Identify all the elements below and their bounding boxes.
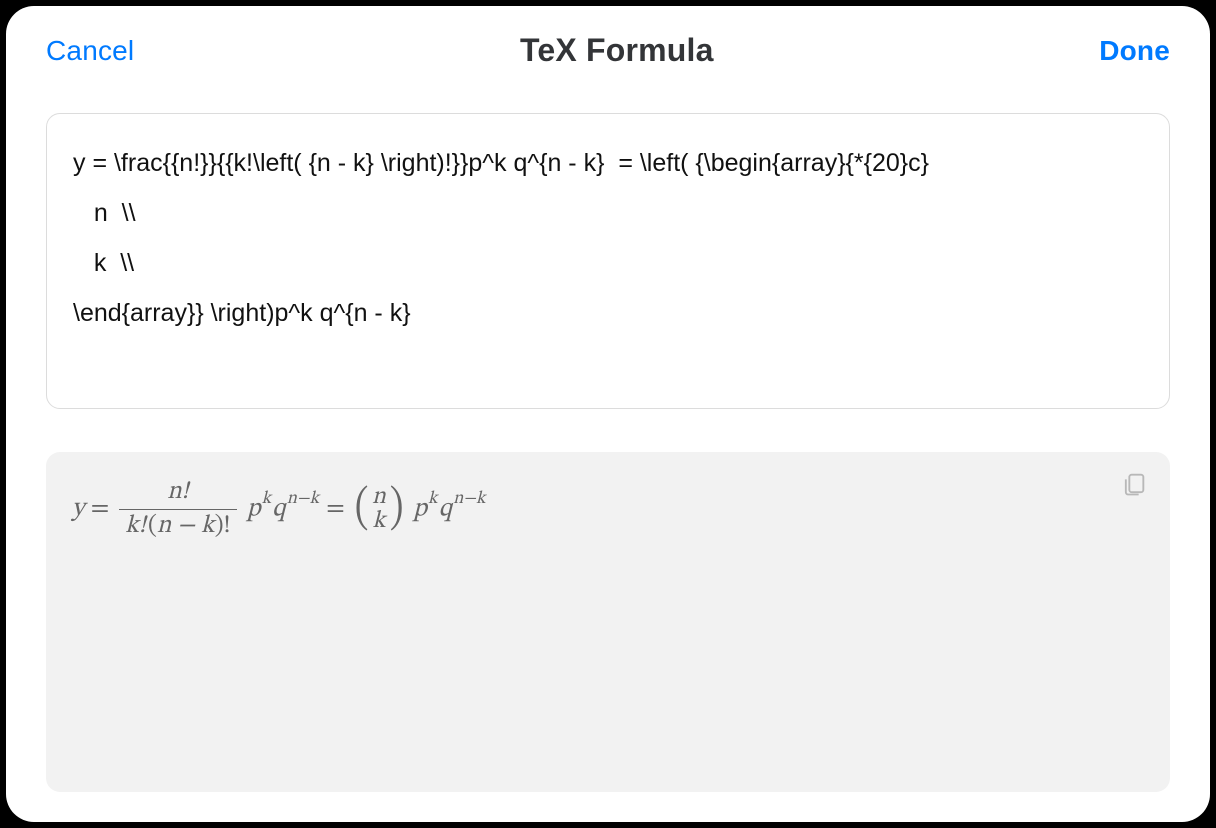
math-fraction: n! k!(n − k)! xyxy=(119,478,236,541)
math-binom-col: n k xyxy=(372,485,386,533)
math-frac-den: k!(n − k)! xyxy=(119,512,236,541)
math-binom-n: n xyxy=(372,485,386,509)
math-term-pk: pkqn−k xyxy=(247,492,321,527)
done-button[interactable]: Done xyxy=(1099,35,1170,67)
math-p: p xyxy=(247,497,261,523)
math-frac-num: n! xyxy=(161,478,194,507)
math-frac-bar xyxy=(119,509,236,510)
copy-icon[interactable] xyxy=(1120,470,1148,498)
math-binom-rparen: ) xyxy=(390,488,404,531)
tex-input-container xyxy=(46,113,1170,414)
tex-formula-modal: Cancel TeX Formula Done y = n! k!(n − k)… xyxy=(6,6,1210,822)
math-eq-2: = xyxy=(326,493,345,526)
math-q-exp-2: n−k xyxy=(453,491,485,508)
math-nmk: n − k xyxy=(157,513,215,538)
math-q-exp: n−k xyxy=(287,491,319,508)
math-binom-lparen: ( xyxy=(355,488,369,531)
math-lparen: ( xyxy=(148,513,157,538)
math-frac-num-text: n! xyxy=(167,479,188,504)
tex-source-input[interactable] xyxy=(46,113,1170,409)
math-term-pk-2: pkqn−k xyxy=(413,492,487,527)
math-q-2: q xyxy=(439,497,453,523)
formula-preview-panel: y = n! k!(n − k)! pkqn−k = ( n k xyxy=(46,452,1170,792)
modal-title: TeX Formula xyxy=(520,32,714,69)
math-p-exp-2: k xyxy=(428,491,438,508)
rendered-formula: y = n! k!(n − k)! pkqn−k = ( n k xyxy=(72,478,1144,541)
math-frac-den-k: k! xyxy=(125,513,146,538)
math-p-2: p xyxy=(413,497,427,523)
math-var-y: y xyxy=(72,493,85,526)
math-binom-k: k xyxy=(372,509,385,533)
math-p-exp: k xyxy=(262,491,272,508)
math-rparen: )! xyxy=(215,513,231,538)
math-q: q xyxy=(272,497,286,523)
math-eq-1: = xyxy=(91,493,110,526)
cancel-button[interactable]: Cancel xyxy=(46,35,134,67)
math-binomial: ( n k ) xyxy=(353,485,405,533)
titlebar: Cancel TeX Formula Done xyxy=(6,6,1210,95)
